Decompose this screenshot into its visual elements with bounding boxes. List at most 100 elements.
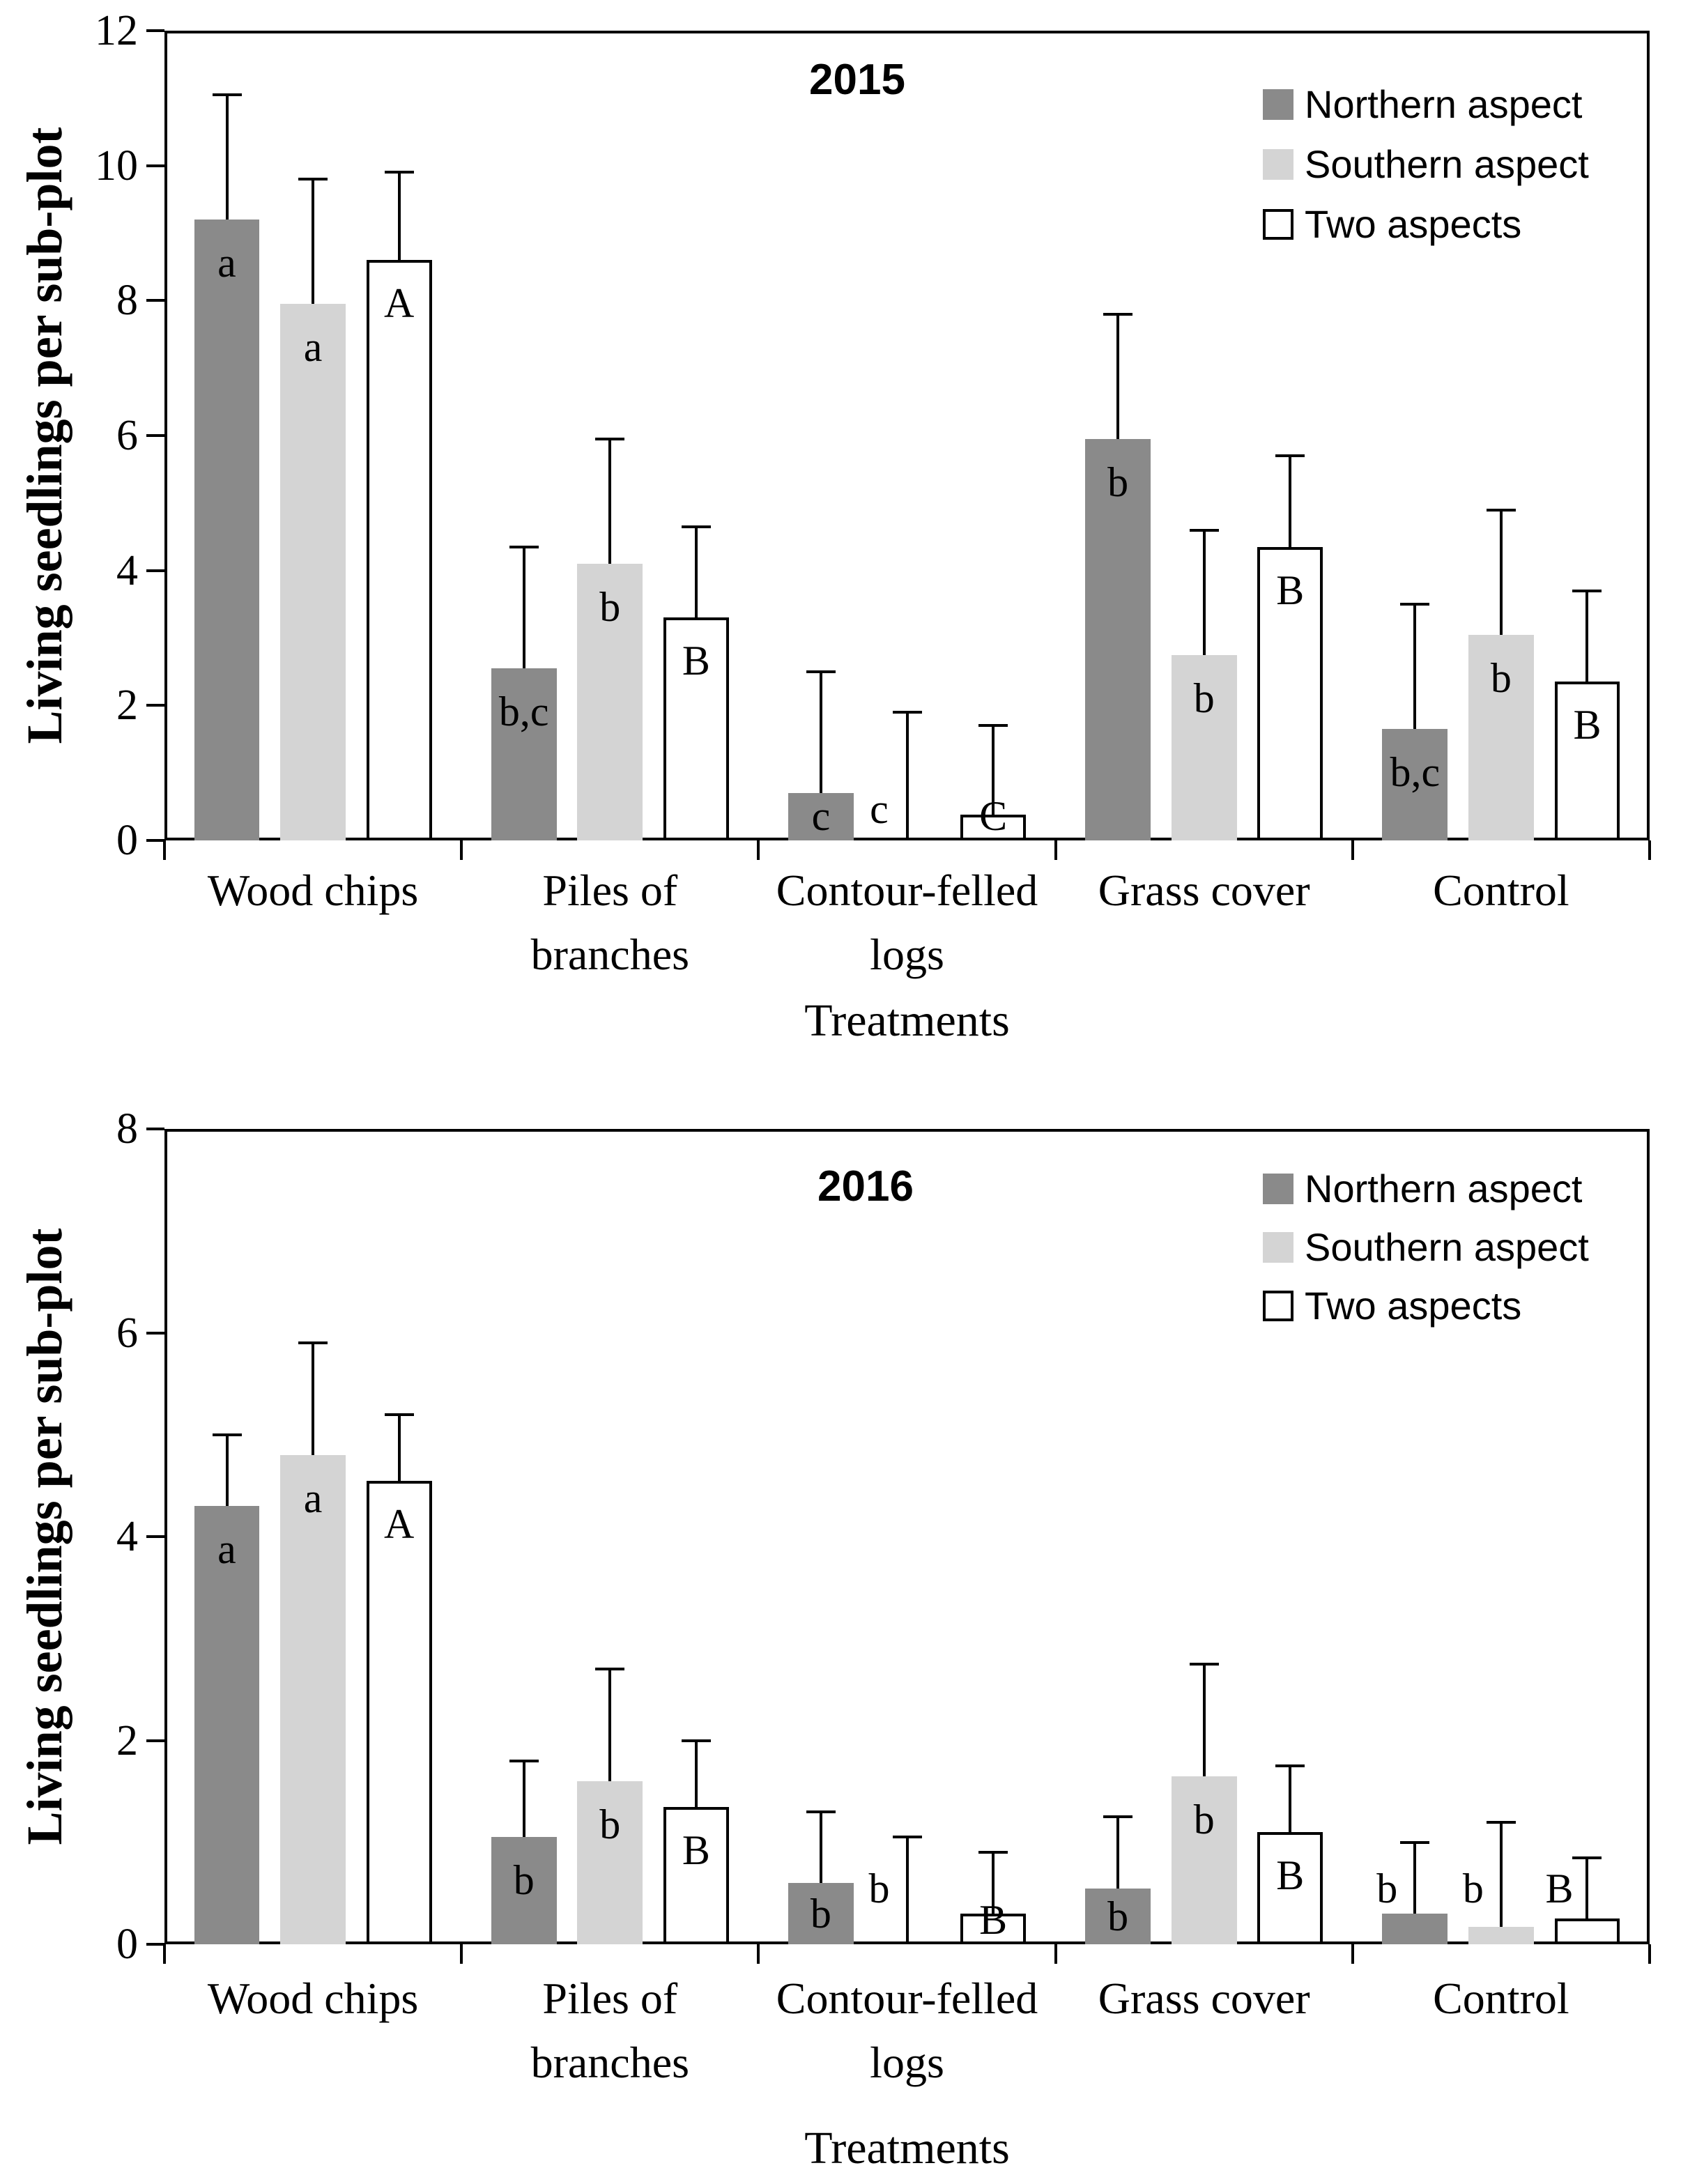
error-bar-cap [806, 1810, 836, 1813]
significance-label: b [599, 583, 621, 630]
chart-2016: 0 2 4 6 8 a b b b b a b b b b A B B B B Wood chips Piles of br… [0, 1101, 1697, 2184]
x-axis-title: Treatments [804, 995, 1010, 1046]
error-bar-cap [384, 171, 414, 174]
bar [1171, 1776, 1237, 1944]
bar [577, 563, 643, 840]
significance-label: b [513, 1857, 535, 1904]
significance-label: b [810, 1891, 831, 1937]
x-tick-mark [757, 840, 760, 860]
error-bar-cap [509, 1759, 539, 1762]
bar [280, 304, 346, 840]
legend-marker [1263, 1232, 1293, 1263]
bar [577, 1781, 643, 1944]
x-tick-mark [757, 1944, 760, 1964]
x-tick-mark [460, 840, 463, 860]
significance-label: B [1573, 702, 1602, 748]
x-axis-title: Treatments [804, 2123, 1010, 2174]
legend-label: Northern aspect [1305, 1167, 1583, 1210]
error-bar-cap [1400, 603, 1430, 606]
bar [194, 1506, 260, 1944]
legend-label: Southern aspect [1305, 1225, 1589, 1269]
legend-label: Southern aspect [1305, 142, 1589, 186]
error-bar-cap [1572, 1856, 1602, 1859]
significance-label: b [1107, 459, 1129, 505]
y-tick-mark [146, 1535, 164, 1538]
error-bar-cap [1572, 589, 1602, 592]
x-tick-mark [460, 1944, 463, 1964]
error-bar-stem [397, 172, 401, 261]
bar [1171, 654, 1237, 840]
bar [491, 1837, 557, 1944]
y-tick-label: 4 [116, 1513, 138, 1560]
y-tick-mark [146, 1128, 164, 1130]
significance-label: B [1276, 1852, 1305, 1899]
legend-marker [1263, 149, 1293, 180]
bar [1382, 729, 1448, 840]
significance-label: b [599, 1801, 621, 1847]
error-bar-stem [819, 671, 822, 794]
error-bar-cap [212, 1433, 242, 1436]
error-bar-stem [1413, 1842, 1417, 1914]
legend-label: Two aspects [1305, 1284, 1522, 1328]
error-bar-stem [397, 1414, 401, 1481]
y-tick-mark [146, 299, 164, 302]
y-tick-label: 2 [116, 682, 138, 730]
bar [663, 617, 729, 840]
bar [1257, 1832, 1323, 1944]
bar [1085, 438, 1151, 840]
x-tick-mark [163, 840, 166, 860]
significance-label: C [979, 793, 1008, 839]
y-tick-mark [146, 1943, 164, 1946]
chart-2015: 0 2 4 6 8 10 12 a b,c c b b,c a b c b b A B C B B Wood chips Pi… [17, 7, 1651, 1046]
bar [1468, 1927, 1534, 1944]
x-tick-mark [1648, 840, 1651, 860]
error-bar-cap [1400, 1840, 1430, 1844]
bar [366, 1480, 432, 1944]
bar [960, 815, 1026, 840]
y-tick-label: 12 [95, 7, 138, 54]
error-bar-stem [1585, 1857, 1589, 1919]
x-tick-mark [1054, 1944, 1057, 1964]
significance-label: a [303, 324, 323, 371]
significance-label: A [384, 1500, 415, 1547]
error-bar-cap [1189, 528, 1219, 532]
error-bar-stem [1202, 1663, 1206, 1776]
error-bar-stem [1499, 509, 1503, 635]
bar [1382, 1914, 1448, 1944]
category-label: Grass cover [1098, 866, 1310, 915]
error-bar-stem [1413, 604, 1417, 730]
x-tick-mark [1351, 840, 1354, 860]
category-label: Piles of [542, 866, 678, 915]
bar [1468, 634, 1534, 840]
x-tick-mark [1648, 1944, 1651, 1964]
error-bar-cap [384, 1413, 414, 1416]
category-label: branches [530, 930, 690, 979]
error-bar-stem [992, 725, 995, 815]
y-tick-label: 8 [116, 277, 138, 325]
legend-label: Northern aspect [1305, 82, 1583, 126]
error-bar-stem [1499, 1822, 1503, 1928]
error-bar-stem [1585, 590, 1589, 682]
category-label: logs [870, 930, 944, 979]
legend-marker [1263, 1291, 1293, 1321]
error-bar-stem [905, 712, 909, 840]
legend-marker [1263, 1174, 1293, 1204]
bar [788, 793, 854, 840]
error-bar-cap [978, 1851, 1008, 1854]
y-tick-label: 4 [116, 546, 138, 594]
error-bar-cap [806, 670, 836, 673]
significance-label: c [870, 786, 889, 832]
error-bar-cap [1275, 454, 1305, 458]
error-bar-cap [978, 724, 1008, 728]
category-label: Wood chips [207, 866, 419, 915]
significance-label: b [1462, 1866, 1484, 1912]
bar [1257, 546, 1323, 840]
category-label: Wood chips [207, 1974, 419, 2023]
error-bar-stem [522, 1760, 525, 1838]
category-label: logs [870, 2038, 944, 2087]
significance-label: b [1193, 1796, 1215, 1843]
y-axis-title: Living seedlings per sub-plot [17, 1228, 72, 1845]
y-tick-mark [146, 164, 164, 167]
legend-marker [1263, 209, 1293, 240]
error-bar-stem [225, 1434, 229, 1507]
